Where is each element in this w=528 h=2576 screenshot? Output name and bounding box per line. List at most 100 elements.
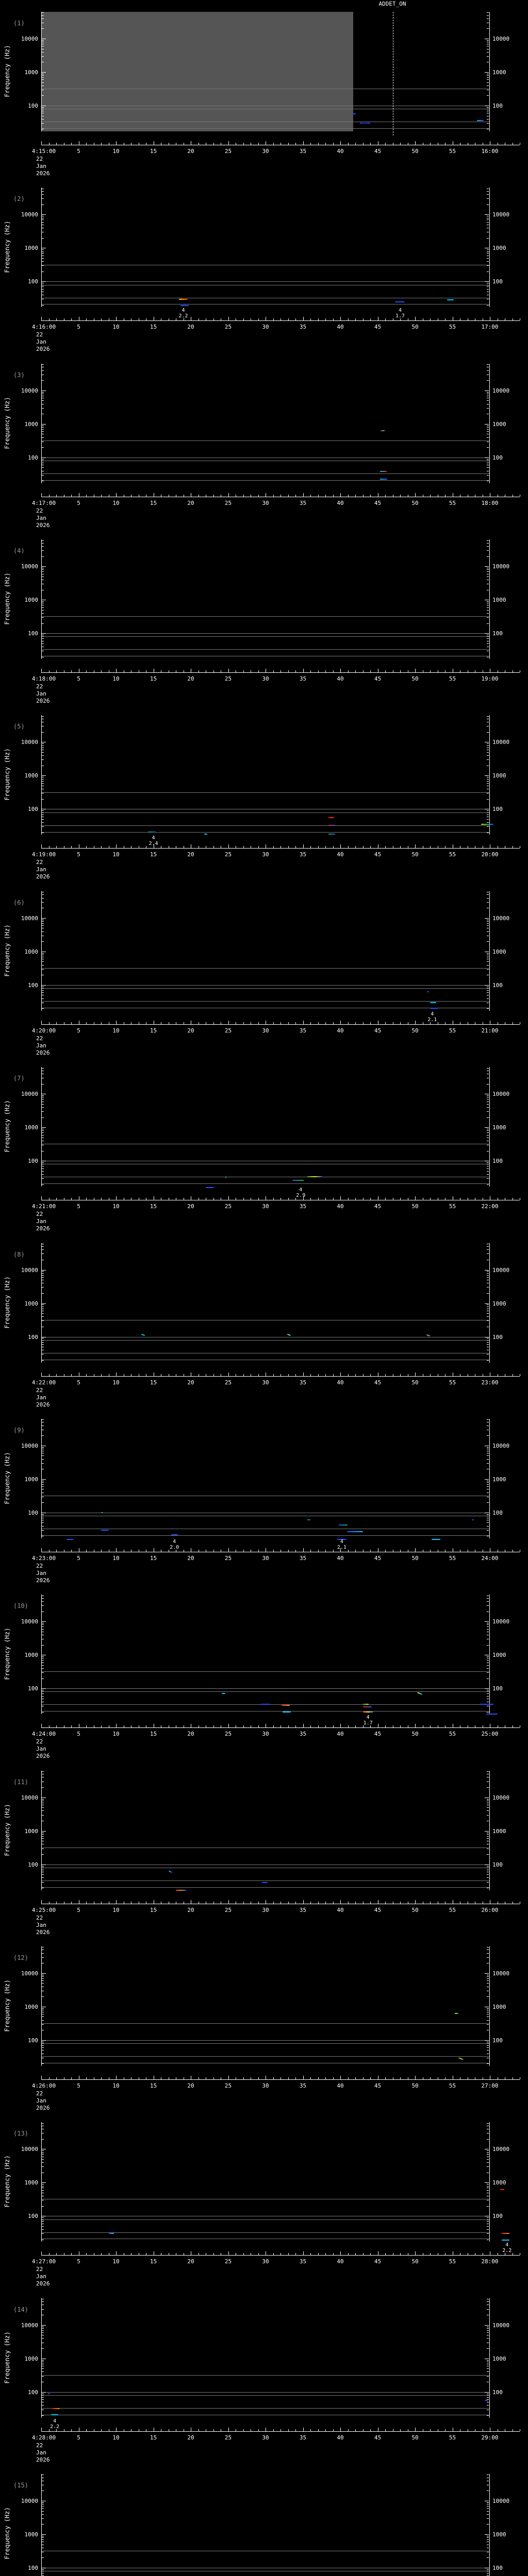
x-minor-tick [258,318,259,321]
y-minor-tick [487,931,489,932]
x-minor-tick [325,2077,326,2079]
y-minor-tick [42,1838,44,1839]
x-major-tick [116,1548,117,1552]
x-major-tick [303,2427,304,2431]
x-minor-tick [101,1022,102,1024]
y-minor-tick [42,1277,44,1278]
x-major-tick [340,1900,341,1904]
y-axis-right [489,1946,490,2066]
y-minor-tick [487,2328,489,2329]
x-major-tick [116,669,117,673]
x-major-tick [415,1020,416,1024]
x-minor-tick [243,670,244,673]
reference-line [41,440,490,441]
x-tick-label: 40 [337,1554,344,1562]
x-minor-tick [430,1901,431,1904]
x-tick-label: 55 [449,324,456,331]
y-minor-tick [487,1435,489,1436]
x-tick-label: 45 [374,1906,382,1913]
frequency-axis-title: Frequency (Hz) [4,1276,11,1329]
y-tick-label: 10000 [492,211,510,218]
y-minor-tick [487,2221,489,2222]
x-tick-label: 40 [337,2258,344,2265]
detection [472,1519,474,1521]
y-minor-tick [487,752,489,753]
y-minor-tick [42,1342,44,1343]
panel-index-label: (3) [13,371,25,379]
y-minor-tick [487,643,489,644]
x-minor-tick [243,1901,244,1904]
detection-annotation-score: 1.7 [395,313,405,319]
x-minor-tick [362,1374,364,1376]
y-tick-label: 100 [28,278,38,285]
x-minor-tick [280,1374,281,1376]
y-major-tick [485,2325,489,2326]
x-tick-label: 25 [224,148,232,155]
y-major-tick [42,918,46,919]
detection-annotation-score: 2.0 [170,1544,179,1550]
x-tick-label: 50 [411,1906,419,1913]
x-minor-tick [243,1022,244,1024]
x-minor-tick [273,1901,274,1904]
y-tick-label: 100 [492,1509,503,1516]
x-minor-tick [280,670,281,673]
y-minor-tick [487,1132,489,1133]
y-minor-tick [487,1184,489,1185]
x-major-tick [41,1196,42,1200]
x-minor-tick [280,1198,281,1200]
date-label: 2026 [36,2104,50,2111]
detection [479,1704,494,1705]
x-minor-tick [48,1374,50,1376]
x-minor-tick [400,2077,401,2079]
x-minor-tick [280,1901,281,1904]
y-tick-label: 1000 [24,2531,39,2538]
y-minor-tick [487,194,489,195]
x-minor-tick [295,2253,296,2256]
x-tick-label: 30 [262,2434,269,2441]
x-minor-tick [288,1549,289,1552]
y-tick-label: 1000 [492,2355,506,2362]
x-tick-label: 5 [77,675,80,683]
y-minor-tick [42,1629,44,1630]
x-major-tick [116,844,117,849]
y-minor-tick [42,304,44,306]
y-axis-right [489,1595,490,1715]
x-tick-label: 30 [262,1379,269,1386]
y-minor-tick [487,447,489,448]
detection [67,1538,74,1540]
x-tick-label: 45 [374,2082,382,2089]
date-label: Jan [36,690,46,698]
date-label: 2026 [36,2456,50,2463]
y-minor-tick [487,15,489,16]
start-time-label: 4:26:00 [31,2082,56,2089]
x-minor-tick [273,1549,274,1552]
x-minor-tick [333,2253,334,2256]
y-tick-label: 100 [492,1333,503,1341]
detection [328,817,335,819]
y-minor-tick [487,364,489,365]
y-minor-tick [42,1530,44,1531]
y-minor-tick [487,1656,489,1657]
x-tick-label: 35 [299,2082,307,2089]
y-minor-tick [42,118,44,120]
x-tick-label: 5 [77,1906,80,1913]
x-major-tick [303,1548,304,1552]
y-minor-tick [487,1882,489,1883]
y-tick-label: 1000 [492,597,506,604]
panel-index-label: (6) [13,899,25,906]
end-time-label: 29:00 [481,2434,499,2441]
detection [283,1711,291,1713]
y-tick-label: 1000 [492,1476,506,1483]
y-minor-tick [487,1095,489,1096]
y-minor-tick [487,2537,489,2538]
y-major-tick [485,1621,489,1622]
x-minor-tick [243,2253,244,2256]
x-minor-tick [243,1725,244,1728]
date-label: 22 [36,683,43,690]
start-time-label: 4:17:00 [31,499,56,506]
x-tick-label: 10 [112,324,120,331]
x-tick-label: 20 [187,1906,194,1913]
x-minor-tick [318,1901,319,1904]
x-tick-label: 35 [299,2258,307,2265]
x-tick-label: 30 [262,675,269,683]
